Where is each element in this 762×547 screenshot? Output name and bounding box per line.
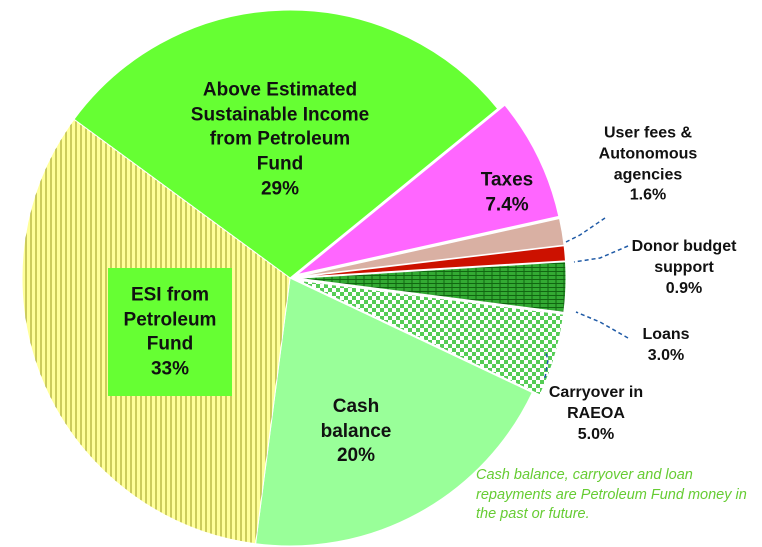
slice-label: ESI from Petroleum Fund 33% — [111, 284, 229, 383]
leader-lines — [544, 217, 629, 379]
value-label: 0.9% — [665, 279, 703, 297]
leader-line — [575, 311, 629, 339]
slices — [21, 9, 567, 547]
slice-label: User fees & Autonomous agencies 1.6% — [583, 123, 713, 206]
leader-line — [573, 245, 629, 263]
slice-label: Taxes 7.4% — [457, 168, 557, 217]
pie-slice — [297, 279, 565, 396]
category-label: Donor budget support — [631, 237, 737, 276]
annotation: Cash balance, carryover and loan repayme… — [476, 467, 747, 523]
pie-slice — [297, 217, 565, 278]
pie-slice — [296, 104, 560, 275]
value-label: 5.0% — [577, 425, 615, 443]
pie-slice — [73, 9, 499, 279]
value-label: 1.6% — [629, 186, 667, 204]
slice-label: Donor budget support 0.9% — [614, 237, 754, 299]
slice-label: Cash balance 20% — [309, 395, 404, 469]
slice-label: Loans 3.0% — [616, 325, 716, 367]
category-label: ESI from Petroleum Fund — [123, 284, 217, 355]
value-label: 29% — [260, 178, 300, 200]
value-label: 20% — [336, 445, 376, 467]
pie-slice — [297, 261, 567, 313]
category-label: Above Estimated Sustainable Income from … — [190, 79, 370, 175]
leader-line — [565, 217, 606, 243]
label-box — [108, 268, 232, 396]
pie-slice — [255, 277, 533, 547]
value-label: 7.4% — [485, 194, 529, 215]
value-label: 3.0% — [647, 347, 685, 364]
value-label: 33% — [150, 358, 190, 380]
category-label: Loans — [642, 326, 690, 344]
category-label: Taxes — [480, 169, 534, 191]
category-label: Cash balance — [320, 395, 392, 442]
slice-label: Carryover in RAEOA 5.0% — [534, 383, 659, 445]
category-label: Carryover in RAEOA — [548, 383, 644, 422]
slice-label: Above Estimated Sustainable Income from … — [188, 78, 373, 201]
pie-slice — [297, 245, 566, 278]
category-label: User fees & Autonomous agencies — [598, 124, 698, 183]
